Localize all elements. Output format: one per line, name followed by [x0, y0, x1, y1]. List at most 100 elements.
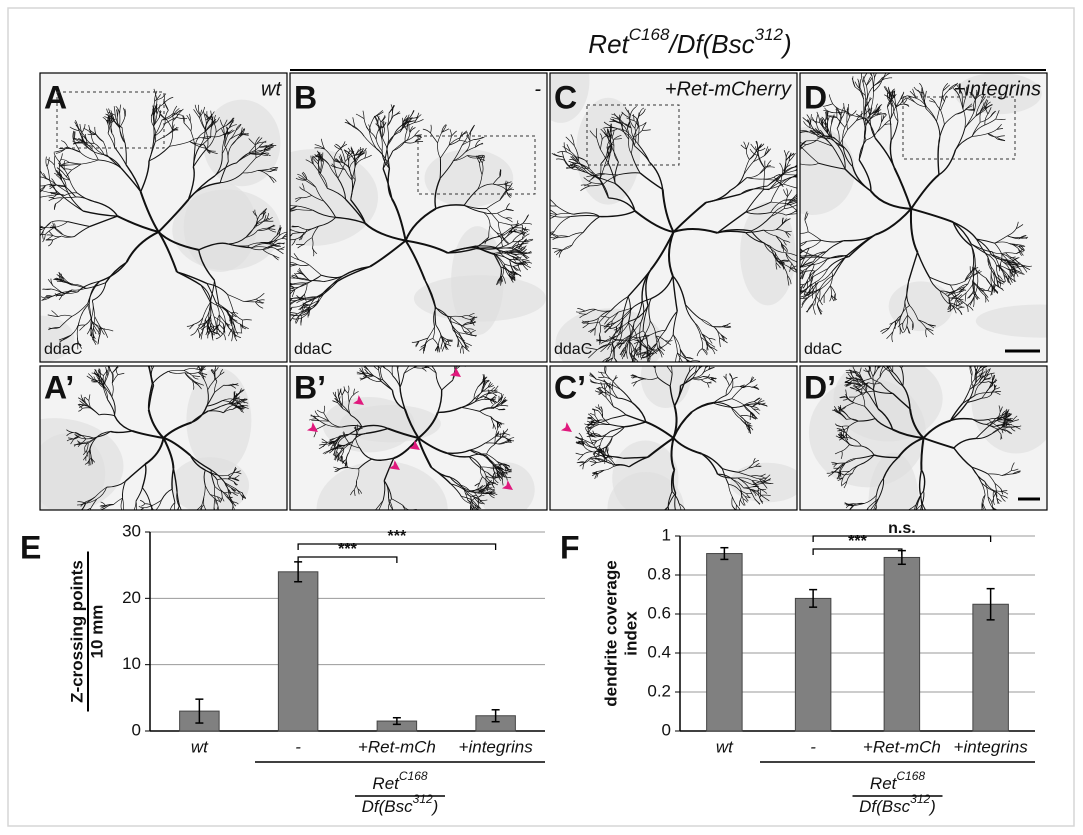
- dendrite: [168, 517, 171, 522]
- dendrite: [689, 517, 691, 522]
- dendrite: [122, 510, 126, 517]
- panel-tag: -: [534, 78, 541, 100]
- dendrite: [930, 526, 935, 535]
- dendrite: [653, 514, 660, 518]
- dendrite: [364, 516, 370, 517]
- dendrite: [653, 518, 654, 523]
- dendrite: [171, 520, 179, 523]
- dendrite: [682, 535, 686, 541]
- dendrite: [193, 520, 195, 525]
- dendrite: [166, 522, 168, 527]
- dendrite: [173, 515, 175, 522]
- dendrite: [675, 512, 677, 526]
- dendrite: [683, 363, 691, 365]
- genotype-part: /Df(Bsc: [667, 29, 754, 59]
- dendrite: [687, 518, 688, 524]
- dendrite: [188, 525, 192, 529]
- dendrite: [133, 512, 134, 520]
- dendrite: [901, 511, 907, 514]
- dendrite: [656, 520, 658, 524]
- dendrite: [163, 523, 168, 527]
- dendrite: [917, 539, 918, 547]
- dendrite: [944, 531, 951, 532]
- panel-label: A: [44, 79, 67, 115]
- dendrite: [658, 514, 660, 520]
- dendrite: [654, 520, 657, 524]
- dendrite: [926, 527, 930, 534]
- dendrite: [27, 197, 40, 208]
- dendrite: [947, 525, 953, 526]
- dendrite: [945, 530, 952, 531]
- dendrite: [170, 519, 176, 521]
- dendrite: [153, 510, 155, 518]
- dendrite: [372, 520, 373, 527]
- dendrite: [153, 510, 156, 517]
- dendrite: [926, 537, 928, 544]
- cell-label: ddaC: [294, 341, 332, 358]
- dendrite: [473, 512, 474, 518]
- dendrite: [937, 524, 946, 525]
- dendrite: [122, 510, 124, 518]
- dendrite: [648, 517, 653, 518]
- dendrite: [375, 512, 378, 520]
- dendrite: [913, 510, 916, 516]
- dendrite: [668, 507, 669, 518]
- dendrite: [165, 520, 170, 522]
- dendrite: [927, 531, 931, 536]
- dendrite: [928, 527, 933, 534]
- dendrite: [407, 512, 413, 514]
- dendrite: [163, 514, 165, 518]
- dendrite: [919, 515, 921, 523]
- dendrite: [937, 524, 945, 530]
- dendrite: [384, 517, 389, 521]
- dendrite: [926, 522, 930, 527]
- dendrite: [167, 520, 171, 524]
- dendrite: [165, 516, 168, 520]
- dendrite: [922, 536, 927, 542]
- dendrite: [675, 526, 682, 534]
- dendrite: [163, 522, 164, 528]
- dendrite: [672, 525, 673, 530]
- dendrite: [186, 516, 193, 520]
- dendrite: [648, 516, 653, 517]
- dendrite: [923, 527, 926, 534]
- dendrite: [161, 514, 165, 517]
- dendrite: [671, 535, 675, 540]
- dendrite: [186, 516, 188, 525]
- dendrite: [136, 513, 140, 521]
- dendrite: [895, 513, 899, 518]
- genotype-header: RetC168/Df(Bsc312): [588, 25, 791, 58]
- haze: [30, 433, 105, 514]
- dendrite: [398, 520, 404, 525]
- dendrite: [160, 516, 170, 521]
- panel-label: C’: [554, 369, 586, 405]
- dendrite: [682, 514, 686, 520]
- dendrite: [945, 530, 950, 536]
- dendrite: [181, 516, 186, 521]
- dendrite: [685, 511, 689, 517]
- dendrite: [677, 521, 680, 526]
- dendrite: [193, 520, 197, 525]
- dendrite: [13, 201, 25, 204]
- dendrite: [672, 524, 676, 529]
- dendrite: [186, 525, 188, 531]
- dendrite: [148, 518, 153, 522]
- dendrite: [926, 522, 930, 526]
- dendrite: [394, 511, 404, 515]
- dendrite: [668, 518, 671, 525]
- dendrite: [656, 520, 658, 524]
- dendrite: [186, 521, 191, 522]
- dendrite: [162, 524, 169, 526]
- panel-label: B: [294, 79, 317, 115]
- dendrite: [905, 511, 907, 519]
- dendrite: [947, 525, 952, 530]
- dendrite: [361, 517, 366, 524]
- dendrite: [166, 522, 169, 526]
- dendrite: [366, 516, 370, 523]
- dendrite: [671, 527, 674, 536]
- dendrite: [675, 526, 676, 535]
- dendrite: [170, 521, 176, 526]
- dendrite: [937, 524, 944, 531]
- dendrite: [658, 520, 659, 524]
- dendrite: [384, 520, 385, 527]
